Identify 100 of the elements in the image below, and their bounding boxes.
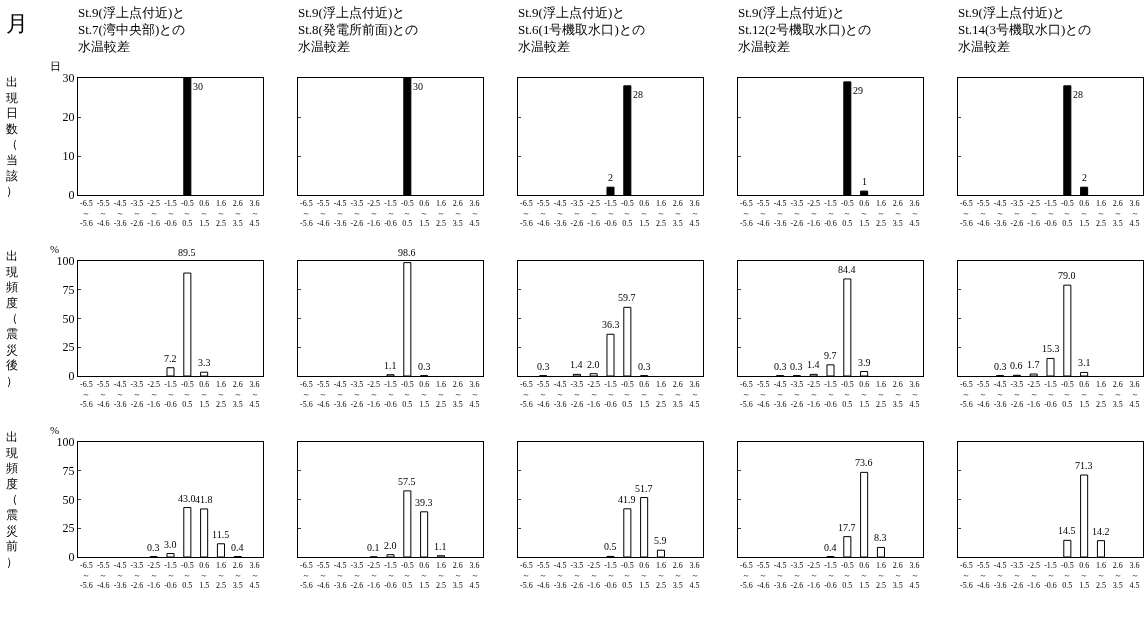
x-tick-label: -4.5～-3.6 (773, 379, 787, 410)
data-label: 0.3 (790, 361, 803, 372)
data-label: 71.3 (1075, 460, 1093, 471)
x-tick-label: -2.5～-1.6 (1027, 198, 1041, 229)
x-tick-label: -3.5～-2.6 (570, 560, 584, 591)
x-tick-label: 3.6～4.5 (469, 198, 480, 229)
x-tick-label: 0.6～1.5 (1079, 198, 1090, 229)
x-tick-label: -6.5～-5.6 (80, 198, 93, 229)
x-tick-label: 1.6～2.5 (215, 560, 226, 591)
x-tick-label: -0.5～0.5 (400, 379, 414, 410)
x-tick-label: 0.6～1.5 (199, 560, 210, 591)
data-label: 41.9 (618, 494, 636, 505)
chart-title: St.9(浮上点付近)とSt.7(湾中央部)との水温較差 (78, 5, 186, 54)
data-label: 1.7 (1027, 359, 1040, 370)
y-axis-title: 出現日数（当該） (6, 75, 18, 199)
x-tick-label: 2.6～3.5 (672, 379, 683, 410)
data-label: 15.3 (1042, 343, 1060, 354)
data-label: 0.3 (994, 361, 1007, 372)
x-tick-label: -1.5～-0.6 (164, 560, 177, 591)
data-label: 14.5 (1058, 525, 1076, 536)
x-tick-label: 0.6～1.5 (639, 560, 650, 591)
x-tick-label: -3.5～-2.6 (130, 379, 144, 410)
x-tick-label: -5.5～-4.6 (976, 198, 990, 229)
data-label: 2 (608, 172, 613, 183)
x-tick-label: -2.5～-1.6 (807, 379, 821, 410)
x-tick-label: 1.6～2.5 (875, 198, 886, 229)
x-tick-label: -0.5～0.5 (620, 560, 634, 591)
x-tick-label: 0.6～1.5 (639, 379, 650, 410)
y-tick-label: 25 (62, 340, 75, 355)
text: 月 (6, 11, 28, 36)
data-label: 17.7 (838, 522, 856, 533)
data-label: 0.4 (231, 542, 244, 553)
x-tick-label: -3.5～-2.6 (1010, 560, 1024, 591)
x-tick-label: 2.6～3.5 (892, 198, 903, 229)
x-tick-label: -2.5～-1.6 (367, 560, 381, 591)
data-label: 1.4 (807, 359, 820, 370)
data-label: 0.3 (774, 361, 787, 372)
x-tick-label: -6.5～-5.6 (300, 379, 313, 410)
x-tick-label: -0.5～0.5 (840, 379, 854, 410)
x-tick-label: 3.6～4.5 (1129, 560, 1140, 591)
x-tick-label: -1.5～-0.6 (824, 198, 837, 229)
x-tick-label: 1.6～2.5 (875, 560, 886, 591)
x-tick-label: 1.6～2.5 (1095, 560, 1106, 591)
x-tick-label: -3.5～-2.6 (570, 198, 584, 229)
x-tick-label: -6.5～-5.6 (740, 198, 753, 229)
data-label: 29 (853, 85, 863, 96)
data-label: 1.4 (570, 359, 583, 370)
x-tick-label: -3.5～-2.6 (790, 379, 804, 410)
x-tick-label: -3.5～-2.6 (1010, 379, 1024, 410)
x-tick-label: -2.5～-1.6 (587, 560, 601, 591)
x-tick-label: -1.5～-0.6 (1044, 198, 1057, 229)
x-tick-label: -2.5～-1.6 (587, 379, 601, 410)
x-tick-label: 2.6～3.5 (452, 560, 463, 591)
data-label: 0.3 (638, 361, 651, 372)
x-tick-label: -3.5～-2.6 (130, 560, 144, 591)
x-tick-label: -4.5～-3.6 (773, 560, 787, 591)
x-tick-label: -3.5～-2.6 (350, 198, 364, 229)
x-tick-label: -4.5～-3.6 (553, 560, 567, 591)
x-tick-label: -5.5～-4.6 (756, 198, 770, 229)
x-tick-label: -3.5～-2.6 (130, 198, 144, 229)
x-tick-label: -5.5～-4.6 (96, 379, 110, 410)
data-label: 0.4 (824, 542, 837, 553)
x-tick-label: -3.5～-2.6 (1010, 198, 1024, 229)
x-tick-label: -3.5～-2.6 (570, 379, 584, 410)
x-tick-label: -6.5～-5.6 (520, 198, 533, 229)
y-tick-label: 0 (68, 369, 75, 384)
x-tick-label: -2.5～-1.6 (147, 198, 161, 229)
x-tick-label: -6.5～-5.6 (80, 560, 93, 591)
x-tick-label: -5.5～-4.6 (976, 379, 990, 410)
data-label: 9.7 (824, 350, 837, 361)
x-tick-label: 3.6～4.5 (909, 560, 920, 591)
x-tick-label: 0.6～1.5 (859, 379, 870, 410)
x-tick-label: 2.6～3.5 (672, 198, 683, 229)
x-tick-label: -1.5～-0.6 (824, 379, 837, 410)
x-tick-label: -6.5～-5.6 (960, 379, 973, 410)
x-tick-label: -2.5～-1.6 (807, 560, 821, 591)
data-label: 30 (413, 81, 423, 92)
x-tick-label: -6.5～-5.6 (960, 560, 973, 591)
x-tick-label: -6.5～-5.6 (520, 379, 533, 410)
data-label: 7.2 (164, 353, 177, 364)
x-tick-label: -4.5～-3.6 (333, 379, 347, 410)
x-tick-label: 1.6～2.5 (435, 560, 446, 591)
x-tick-label: 2.6～3.5 (232, 560, 243, 591)
x-tick-label: -2.5～-1.6 (587, 198, 601, 229)
x-tick-label: -1.5～-0.6 (604, 198, 617, 229)
x-tick-label: -5.5～-4.6 (536, 379, 550, 410)
x-tick-label: 2.6～3.5 (232, 198, 243, 229)
data-label: 59.7 (618, 292, 636, 303)
text: 出現頻度（震災前） (6, 430, 18, 569)
y-tick-label: 30 (62, 71, 75, 86)
data-label: 1.1 (384, 360, 397, 371)
x-tick-label: -1.5～-0.6 (384, 560, 397, 591)
x-tick-label: -1.5～-0.6 (164, 198, 177, 229)
x-tick-label: -1.5～-0.6 (384, 379, 397, 410)
data-label: 57.5 (398, 476, 416, 487)
data-label: 1 (862, 176, 867, 187)
x-tick-label: 1.6～2.5 (875, 379, 886, 410)
x-tick-label: 2.6～3.5 (452, 379, 463, 410)
x-tick-label: 1.6～2.5 (435, 198, 446, 229)
data-label: 79.0 (1058, 270, 1076, 281)
